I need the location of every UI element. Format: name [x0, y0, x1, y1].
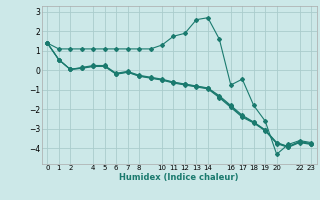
X-axis label: Humidex (Indice chaleur): Humidex (Indice chaleur): [119, 173, 239, 182]
